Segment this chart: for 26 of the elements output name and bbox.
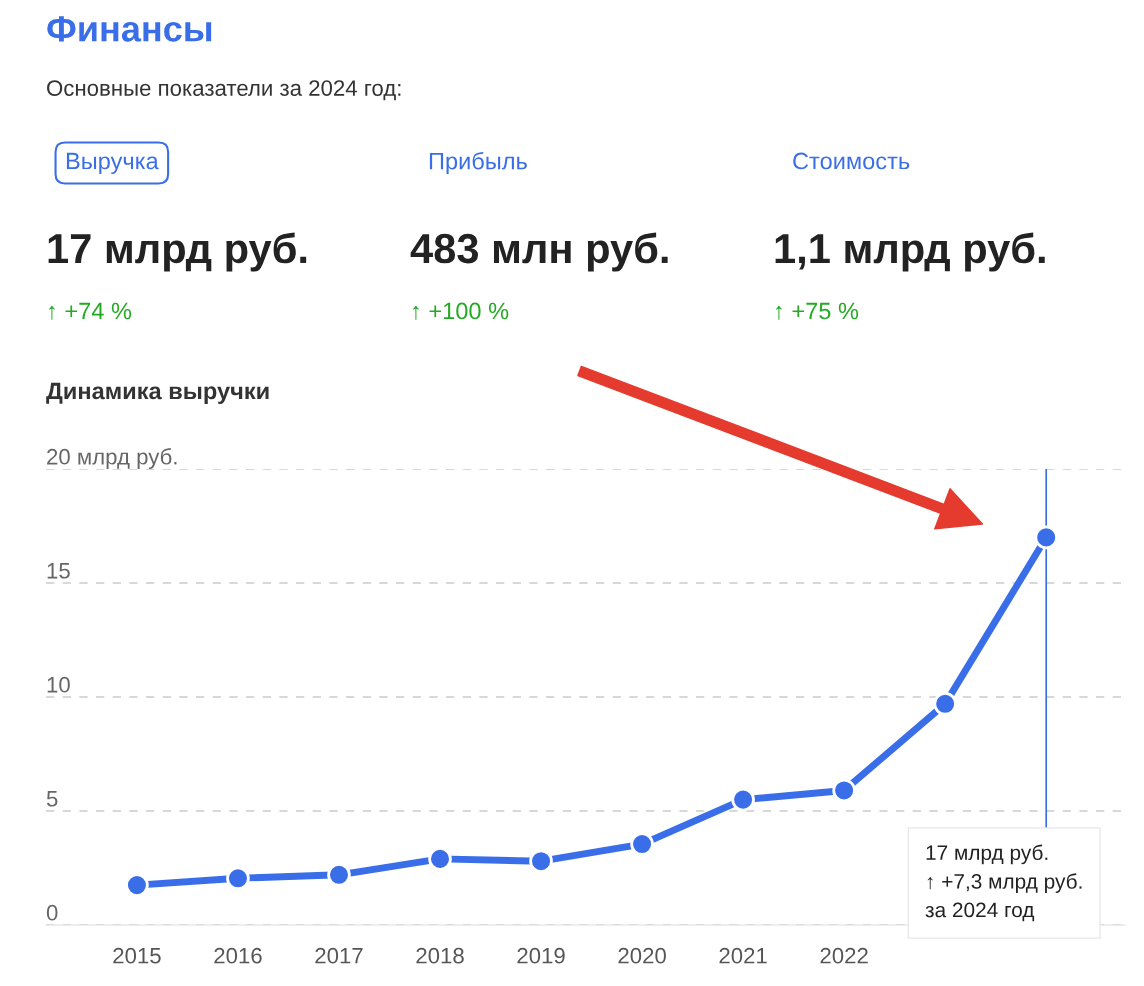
- text: Выручка: [66, 152, 159, 175]
- x-tick-label: 2021: [719, 947, 767, 964]
- chart-subtitle: Основные показатели за 2024 год:: [47, 80, 401, 101]
- text: ↑ +74 %: [49, 302, 132, 320]
- text: Прибыль: [429, 151, 527, 175]
- x-tick-label: 2018: [416, 947, 464, 964]
- x-tick-label: 2015: [113, 947, 161, 964]
- y-tick-label: 5: [46, 791, 58, 807]
- text: ↑ +75 %: [776, 302, 859, 320]
- x-tick-label: 2016: [214, 947, 262, 964]
- text: Динамика выручки: [46, 382, 269, 404]
- y-tick-label: 15: [47, 563, 70, 579]
- x-tick-label: 2019: [517, 947, 565, 964]
- text: ↑ +100 %: [413, 302, 509, 320]
- x-tick-label: 2020: [618, 947, 666, 964]
- y-tick-label: 20 млрд руб.: [47, 448, 177, 469]
- text: 1,1 млрд руб.: [775, 232, 1045, 272]
- text: 17 млрд руб.: [48, 232, 307, 272]
- x-tick-label: 2022: [820, 947, 868, 964]
- y-tick-label: 10: [47, 676, 70, 693]
- text: Стоимость: [793, 152, 910, 170]
- chart-title: Финансы: [47, 16, 212, 42]
- y-tick-label: 0: [46, 904, 58, 921]
- x-tick-label: 2017: [315, 947, 363, 964]
- text: 483 млн руб.: [410, 232, 668, 272]
- annotation: 17 млрд руб. ↑ +7,3 млрд руб. за 2024 год: [925, 844, 1082, 922]
